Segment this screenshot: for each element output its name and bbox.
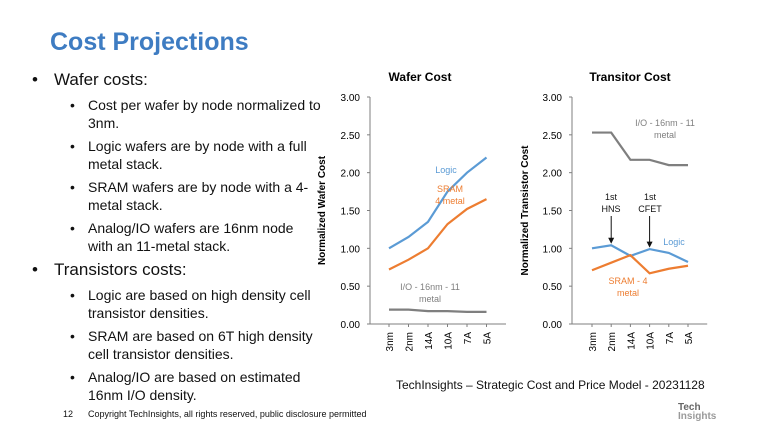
annotation-label: I/O - 16nm - 11 metal — [400, 282, 460, 304]
x-tick-label: 7A — [463, 332, 474, 345]
y-tick-label: 2.00 — [543, 169, 563, 180]
y-tick-label: 1.00 — [543, 244, 563, 255]
annotation-line: I/O - 16nm - 11 — [400, 282, 460, 292]
annotation-line: I/O - 16nm - 11 — [635, 118, 695, 128]
bullet-text: Wafer costs: — [54, 70, 148, 89]
y-tick-label: 1.00 — [341, 244, 361, 255]
bullet-text: SRAM wafers are by node with a 4-metal s… — [88, 179, 309, 213]
bullet-text: SRAM are based on 6T high density cell t… — [88, 328, 313, 362]
annotation-line: SRAM — [437, 184, 463, 194]
bullet-list: • Wafer costs: • Cost per wafer by node no… — [32, 70, 322, 409]
annotation-label: 1st HNS — [601, 192, 620, 214]
sub-bullet: • SRAM are based on 6T high density cell … — [70, 327, 322, 363]
y-tick-label: 2.00 — [341, 169, 361, 180]
y-tick-label: 1.50 — [341, 207, 361, 218]
annotation-line: Logic — [435, 165, 457, 175]
x-tick-label: 2nm — [607, 332, 618, 351]
x-tick-label: 3nm — [385, 332, 396, 351]
techinsights-logo: Tech Insights — [678, 402, 717, 422]
annotation-line: 1st — [644, 192, 657, 202]
sub-bullet: • Analog/IO wafers are 16nm node with an … — [70, 219, 322, 255]
chart-wafer-cost: Wafer Cost Normalized Wafer Cost 0.00 0.50 1… — [317, 70, 506, 351]
y-tick-label: 3.00 — [341, 93, 361, 104]
annotation-line: metal — [654, 130, 676, 140]
chart-title: Wafer Cost — [389, 70, 452, 84]
x-tick-label: 14A — [424, 332, 435, 350]
bullet-wafer-costs: • Wafer costs: — [32, 70, 148, 89]
chart-transistor-cost: Transitor Cost Normalized Transistor Cost… — [520, 70, 708, 351]
chart-title: Transitor Cost — [589, 70, 670, 84]
annotation-line: metal — [617, 288, 639, 298]
annotation-line: 4 metal — [435, 196, 465, 206]
arrow-head-icon — [646, 241, 653, 248]
y-tick-label: 0.50 — [543, 282, 563, 293]
annotation-label: I/O - 16nm - 11 metal — [635, 118, 695, 140]
y-axis-label: Normalized Wafer Cost — [317, 155, 328, 265]
annotation-label: SRAM 4 metal — [435, 184, 465, 206]
x-tick-label: 3nm — [588, 332, 599, 351]
arrow-head-icon — [608, 237, 615, 244]
slide-title: Cost Projections — [50, 28, 249, 56]
annotation-label: 1st CFET — [638, 192, 662, 214]
sub-bullet: • Cost per wafer by node normalized to 3n… — [70, 97, 321, 131]
series-line-sram-4-metal — [591, 253, 689, 275]
annotation-line: SRAM - 4 — [608, 276, 647, 286]
y-tick-label: 2.50 — [543, 131, 563, 142]
annotation-line: HNS — [601, 204, 620, 214]
x-tick-label: 5A — [483, 332, 494, 345]
bullet-group-wafer: • Wafer costs: • Cost per wafer by node no… — [32, 70, 322, 255]
x-tick-label: 5A — [684, 332, 695, 345]
annotation-label: Logic — [435, 165, 457, 175]
y-tick-label: 2.50 — [341, 131, 361, 142]
x-tick-label: 2nm — [405, 332, 416, 351]
series-line-i-o-16nm-11-metal — [389, 308, 487, 313]
y-tick-label: 0.00 — [341, 320, 361, 331]
bullet-group-transistor: • Transistors costs: • Logic are based on … — [32, 260, 322, 404]
bullet-text: Transistors costs: — [54, 260, 187, 279]
sub-bullet: • SRAM wafers are by node with a 4-metal … — [70, 178, 322, 214]
x-tick-label: 7A — [665, 332, 676, 345]
series-line-logic — [388, 156, 488, 250]
sub-bullet: • Logic wafers are by node with a full me… — [70, 137, 322, 173]
bullet-text: Cost per wafer by node normalized to 3nm… — [88, 97, 321, 131]
annotation-line: metal — [419, 294, 441, 304]
source-note: TechInsights – Strategic Cost and Price … — [396, 378, 705, 392]
page-number: 12 — [63, 409, 74, 419]
x-tick-label: 10A — [444, 332, 455, 350]
annotation-line: 1st — [605, 192, 618, 202]
sub-bullet: • Logic are based on high density cell tr… — [70, 286, 322, 322]
y-tick-label: 0.00 — [543, 320, 563, 331]
bullet-text: Logic are based on high density cell tra… — [88, 287, 311, 321]
bullet-text: Analog/IO are based on estimated 16nm I/… — [88, 369, 301, 403]
series-line-i-o-16nm-11-metal — [592, 131, 688, 167]
copyright-footer: Copyright TechInsights, all rights reser… — [88, 409, 367, 419]
annotation-label: SRAM - 4 metal — [608, 276, 647, 298]
y-tick-label: 0.50 — [341, 282, 361, 293]
sub-bullet: • Analog/IO are based on estimated 16nm I… — [70, 368, 322, 404]
series-line-logic — [591, 244, 689, 263]
x-tick-label: 10A — [646, 332, 657, 350]
bullet-text: Logic wafers are by node with a full met… — [88, 138, 307, 172]
annotation-line: CFET — [638, 204, 662, 214]
y-axis-label: Normalized Transistor Cost — [520, 145, 531, 276]
annotation-label: Logic — [663, 237, 685, 247]
bullet-text: Analog/IO wafers are 16nm node with an 1… — [88, 220, 294, 254]
annotation-line: Logic — [663, 237, 685, 247]
y-tick-label: 1.50 — [543, 207, 563, 218]
bullet-transistor-costs: • Transistors costs: — [32, 260, 187, 279]
y-tick-label: 3.00 — [543, 93, 563, 104]
x-tick-label: 14A — [626, 332, 637, 350]
series-line-sram-4-metal — [388, 198, 487, 271]
